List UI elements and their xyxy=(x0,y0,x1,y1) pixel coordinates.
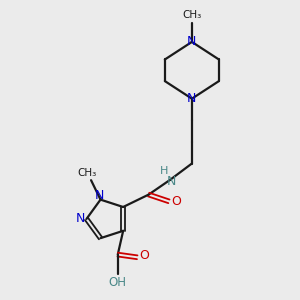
Text: CH₃: CH₃ xyxy=(77,168,97,178)
Text: O: O xyxy=(139,249,149,262)
Text: N: N xyxy=(167,175,176,188)
Text: N: N xyxy=(187,92,196,105)
Text: CH₃: CH₃ xyxy=(182,10,202,20)
Text: N: N xyxy=(76,212,85,225)
Text: N: N xyxy=(94,189,104,202)
Text: O: O xyxy=(172,195,182,208)
Text: OH: OH xyxy=(109,276,127,289)
Text: H: H xyxy=(160,166,169,176)
Text: N: N xyxy=(187,35,196,48)
